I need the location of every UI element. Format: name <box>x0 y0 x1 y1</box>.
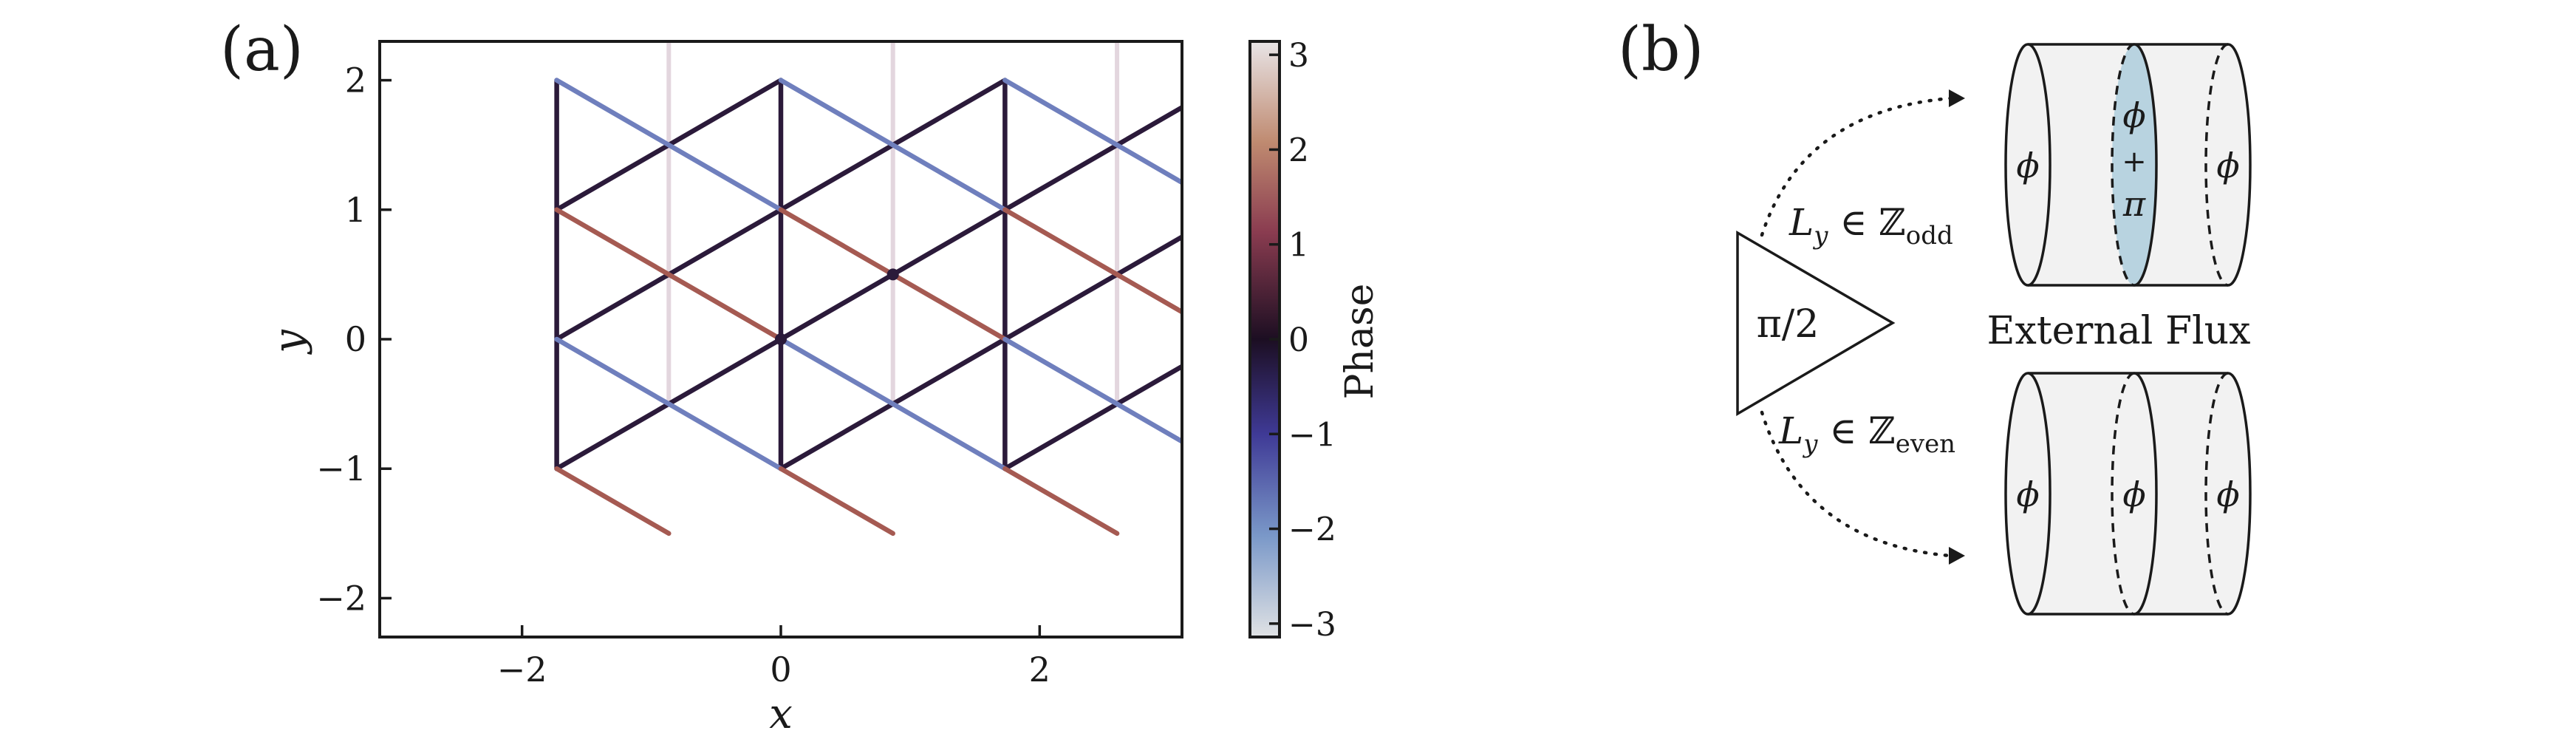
y-tick-label: 0 <box>345 319 366 359</box>
arrow-lower <box>1760 410 1953 558</box>
lattice-edge <box>1114 364 1182 406</box>
x-tick-label: 2 <box>1029 650 1050 689</box>
lattice-edge <box>666 142 784 213</box>
colorbar-tick-label: 1 <box>1288 227 1309 265</box>
colorbar-tick-label: 3 <box>1288 37 1309 75</box>
lattice-edge <box>1229 274 1342 339</box>
ring-top-left <box>2004 43 2051 287</box>
lattice-edge <box>778 336 895 406</box>
y-ticks: 2 1 0 −1 −2 <box>316 61 392 618</box>
lattice-edge <box>554 466 672 537</box>
top-ring-2-label-phi: ϕ <box>2122 95 2145 135</box>
lattice-edge <box>1114 104 1182 148</box>
lattice-edge <box>666 336 784 406</box>
lattice-edge <box>890 78 1008 148</box>
x-ticks: −2 0 2 <box>497 625 1050 689</box>
upper-condition: Ly ∈ ℤodd <box>1788 201 1953 251</box>
lattice-edge <box>1229 145 1342 210</box>
ring-bottom-right <box>2204 372 2229 616</box>
lattice-edge <box>666 401 784 471</box>
lattice <box>554 41 1342 537</box>
panel-b-label: (b) <box>1618 15 1704 85</box>
x-tick-label: −2 <box>497 650 547 689</box>
lattice-edge <box>1114 401 1182 445</box>
lattice-edge <box>1002 78 1120 148</box>
lattice-edge <box>890 401 1008 471</box>
lattice-edge <box>554 142 672 213</box>
lattice-edge <box>554 336 672 406</box>
lattice-edge <box>1002 207 1120 277</box>
bottom-ring-1-label: ϕ <box>2016 474 2039 514</box>
lattice-edge <box>554 207 672 277</box>
y-tick-label: −2 <box>316 578 366 618</box>
colorbar-tick-label: −3 <box>1288 606 1336 644</box>
lattice-edge <box>890 142 1008 213</box>
lattice-edge <box>778 207 895 277</box>
lattice-edge <box>1002 142 1120 213</box>
lattice-edge <box>666 207 784 277</box>
lattice-edge <box>778 78 895 148</box>
lattice-edge <box>778 272 895 342</box>
lattice-edge <box>1002 401 1120 471</box>
y-tick-label: 1 <box>345 190 366 230</box>
lattice-edge <box>1229 210 1342 275</box>
lattice-edge <box>1002 466 1120 537</box>
y-axis-label: y <box>265 329 313 355</box>
y-tick-label: −1 <box>316 449 366 488</box>
lattice-edge <box>778 466 895 537</box>
x-axis-label: x <box>769 690 793 738</box>
lattice-edge <box>890 336 1008 406</box>
bottom-ring-3-label: ϕ <box>2216 474 2239 514</box>
lattice-edge <box>778 401 895 471</box>
arrow-upper-head <box>1949 89 1965 107</box>
arrow-upper <box>1760 96 1953 237</box>
lattice-marker <box>775 333 787 345</box>
lattice-marker <box>886 268 899 281</box>
top-ring-2-label-plus: + <box>2122 145 2147 179</box>
lattice-edge <box>1229 339 1342 404</box>
top-ring-2-label-pi: π <box>2122 184 2146 224</box>
ring-top-middle <box>2133 43 2158 287</box>
external-flux-label: External Flux <box>1987 309 2251 353</box>
lattice-edge <box>890 207 1008 277</box>
ring-bottom-middle <box>2133 372 2158 616</box>
ring-top-right <box>2204 43 2229 287</box>
lattice-edge <box>1114 142 1182 185</box>
x-tick-label: 0 <box>770 650 791 689</box>
lattice-edge <box>1002 272 1120 342</box>
lattice-edge <box>1002 336 1120 406</box>
lattice-markers <box>775 268 899 345</box>
lattice-edge <box>666 272 784 342</box>
cylinder-bottom: ϕ ϕ ϕ <box>2004 372 2252 616</box>
colorbar-ticks: 3 2 1 0 −1 −2 −3 <box>1269 37 1336 644</box>
lattice-edge <box>1114 272 1182 315</box>
triangle-label: π/2 <box>1757 302 1820 347</box>
panel-a-label: (a) <box>220 15 304 85</box>
colorbar-tick-label: 0 <box>1288 321 1309 359</box>
colorbar-tick-label: −1 <box>1288 416 1336 454</box>
top-ring-1-label: ϕ <box>2016 146 2039 185</box>
lattice-edge <box>554 78 672 148</box>
colorbar-tick-label: 2 <box>1288 132 1309 169</box>
lattice-edge <box>666 78 784 148</box>
lattice-edge <box>554 272 672 342</box>
pi-half-triangle <box>1736 230 1896 417</box>
ring-bottom-left <box>2004 372 2051 616</box>
lower-condition: Ly ∈ ℤeven <box>1778 409 1955 459</box>
lattice-edge <box>554 401 672 471</box>
colorbar-label: Phase <box>1338 284 1382 400</box>
top-ring-3-label: ϕ <box>2216 146 2239 185</box>
bottom-ring-2-label: ϕ <box>2122 474 2145 514</box>
y-tick-label: 2 <box>345 61 366 101</box>
cylinder-top: ϕ ϕ + π ϕ <box>2004 43 2252 287</box>
lattice-edge <box>1229 81 1342 146</box>
arrow-lower-head <box>1949 547 1965 565</box>
lattice-edge <box>890 272 1008 342</box>
colorbar-tick-label: −2 <box>1288 511 1336 549</box>
lattice-edge <box>1114 234 1182 277</box>
lattice-edge <box>778 142 895 213</box>
